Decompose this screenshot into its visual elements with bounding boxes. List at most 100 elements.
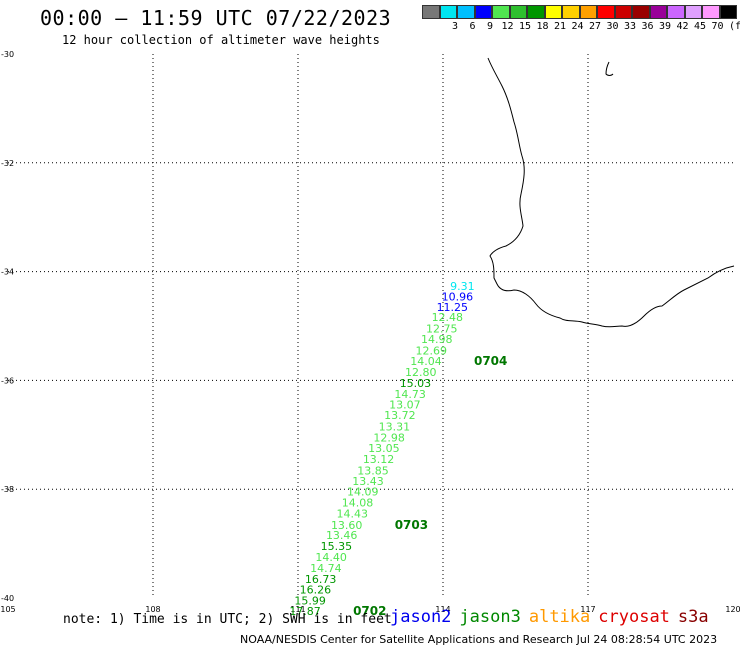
legend-value-label: 6 [469, 21, 476, 32]
wave-height-label: 12.48 [432, 311, 464, 324]
wave-height-label: 14.08 [342, 497, 374, 510]
legend-value-label: 18 [536, 21, 549, 32]
wave-height-label: 10.96 [442, 290, 474, 303]
legend-swatch [422, 5, 440, 19]
wave-height-label: 13.12 [363, 453, 395, 466]
legend-swatch [509, 5, 527, 19]
wave-height-label: 13.72 [384, 409, 416, 422]
legend-value-label: 9 [486, 21, 494, 32]
legend-value-label: 27 [588, 21, 602, 32]
satellite-s3a: s3a [677, 607, 709, 627]
lat-tick-label: -38 [1, 485, 14, 494]
legend-swatch [667, 5, 685, 19]
lat-tick-label: -36 [1, 376, 14, 385]
legend-value-label: 12 [501, 21, 514, 32]
legend-swatch [719, 5, 737, 19]
wave-height-label: 13.07 [389, 399, 421, 412]
wave-height-label: 14.74 [310, 562, 342, 575]
legend-value-label: 70 [711, 21, 724, 32]
wave-height-label: 13.43 [352, 475, 384, 488]
wave-height-label: 12.80 [405, 366, 437, 379]
wave-height-label: 13.46 [326, 529, 358, 542]
lat-tick-label: -40 [1, 594, 14, 603]
legend-value-label: 30 [606, 21, 619, 32]
wave-height-label: 13.85 [357, 465, 389, 478]
legend-swatch [632, 5, 650, 19]
map-title: 00:00 – 11:59 UTC 07/22/2023 [40, 6, 392, 30]
legend-swatch [649, 5, 667, 19]
legend-value-label: 39 [658, 21, 672, 32]
legend-swatch [579, 5, 597, 19]
wave-height-label: 16.26 [300, 584, 332, 597]
legend-swatch [702, 5, 720, 19]
wave-height-label: 14.40 [315, 551, 347, 564]
lat-lon-grid [8, 54, 733, 598]
altimeter-track: 9.3110.9611.2512.4812.7514.9812.6914.041… [289, 280, 507, 618]
legend-swatch [597, 5, 615, 19]
satellite-jason3: jason3 [459, 607, 521, 627]
wave-height-label: 13.60 [331, 519, 363, 532]
wave-height-label: 14.09 [347, 486, 379, 499]
wave-height-label: 14.43 [336, 507, 368, 520]
wave-height-label: 15.35 [321, 540, 353, 553]
map-subtitle: 12 hour collection of altimeter wave hei… [62, 33, 380, 47]
lat-tick-label: -34 [1, 268, 14, 277]
wave-height-label: 13.05 [368, 442, 400, 455]
wave-height-label: 16.73 [305, 573, 337, 586]
wave-height-label: 12.69 [416, 344, 448, 357]
lon-tick-label: 105 [0, 605, 15, 614]
legend-swatch [614, 5, 632, 19]
wave-height-label: 13.31 [379, 420, 411, 433]
axis-tick-labels: 105 108 111 114 117 120 -30 -32 -34 -36 -38 -40 [0, 50, 740, 614]
footnote: note: 1) Time is in UTC; 2) SWH is in fe… [63, 612, 392, 627]
wave-height-label: 17.87 [289, 605, 321, 618]
wave-height-label: 12.75 [426, 323, 458, 336]
wave-height-label: 14.04 [410, 355, 442, 368]
legend-value-label: 45 [693, 21, 707, 32]
legend-swatch [492, 5, 510, 19]
coastline-islet [605, 61, 614, 76]
wave-height-label: 15.03 [400, 377, 432, 390]
legend-value-label: 33 [623, 21, 637, 32]
legend-unit-label: (ft) [728, 21, 740, 32]
legend-value-label: 42 [676, 21, 689, 32]
wave-height-label: 14.98 [421, 333, 453, 346]
lon-tick-label: 108 [145, 605, 160, 614]
time-mark-label: 0703 [395, 518, 428, 532]
legend-swatch [439, 5, 457, 19]
wave-height-label: 12.98 [373, 431, 405, 444]
coastline-southwest-australia [487, 57, 735, 328]
wave-height-label: 14.73 [394, 388, 426, 401]
satellite-cryosat: cryosat [598, 607, 670, 627]
lon-tick-label: 120 [725, 605, 740, 614]
lon-tick-label: 114 [435, 605, 450, 614]
legend-value-label: 15 [518, 21, 532, 32]
credit-line: NOAA/NESDIS Center for Satellite Applica… [240, 633, 718, 646]
time-mark-label: 0702 [353, 604, 386, 618]
legend-swatch [562, 5, 580, 19]
legend-swatch [457, 5, 475, 19]
legend-swatch [544, 5, 562, 19]
wave-height-label: 11.25 [437, 301, 469, 314]
wave-height-label: 9.31 [450, 280, 475, 293]
legend-swatch [527, 5, 545, 19]
lat-tick-label: -32 [1, 159, 14, 168]
time-mark-label: 0704 [474, 354, 507, 368]
lat-tick-label: -30 [1, 50, 14, 59]
lon-tick-label: 111 [290, 605, 305, 614]
satellite-altika: altika [528, 607, 591, 627]
legend-value-label: 3 [451, 21, 459, 32]
lon-tick-label: 117 [580, 605, 595, 614]
legend-swatch [474, 5, 492, 19]
satellite-legend: jason2 jason3 altika cryosat s3a [390, 607, 717, 627]
legend-value-label: 36 [641, 21, 654, 32]
legend-swatch [684, 5, 702, 19]
wave-height-label: 15.99 [294, 595, 326, 608]
legend-swatches [422, 5, 740, 19]
legend-value-label: 21 [553, 21, 567, 32]
legend-value-label: 24 [571, 21, 584, 32]
satellite-jason2: jason2 [390, 607, 452, 627]
